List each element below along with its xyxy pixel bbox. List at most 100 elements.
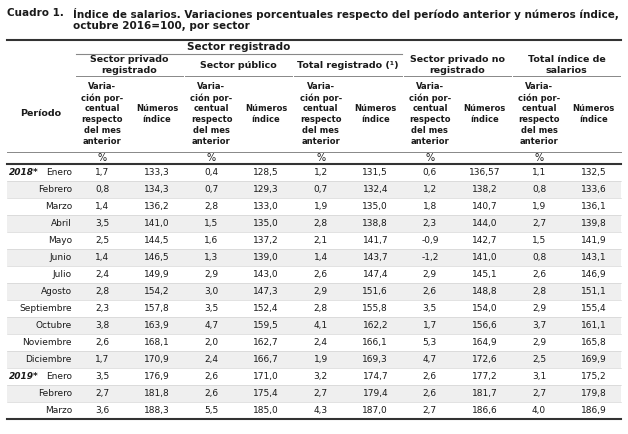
- Text: 1,7: 1,7: [423, 321, 437, 330]
- Text: %: %: [425, 153, 435, 163]
- Bar: [7, 385, 621, 402]
- Text: 141,7: 141,7: [362, 236, 388, 245]
- Text: 155,4: 155,4: [581, 304, 607, 313]
- Text: 0,7: 0,7: [313, 185, 328, 194]
- Text: 170,9: 170,9: [144, 355, 170, 364]
- Text: Números
índice: Números índice: [573, 104, 615, 124]
- Text: 0,6: 0,6: [423, 168, 437, 177]
- Text: 2,7: 2,7: [532, 219, 546, 228]
- Text: 162,2: 162,2: [362, 321, 388, 330]
- Text: 2,5: 2,5: [95, 236, 109, 245]
- Bar: [7, 232, 621, 249]
- Text: 2,7: 2,7: [313, 389, 328, 398]
- Text: 2,3: 2,3: [95, 304, 109, 313]
- Text: Varia-
ción por-
centual
respecto
del mes
anterior: Varia- ción por- centual respecto del me…: [409, 82, 451, 146]
- Text: Varia-
ción por-
centual
respecto
del mes
anterior: Varia- ción por- centual respecto del me…: [81, 82, 124, 146]
- Text: %: %: [316, 153, 325, 163]
- Bar: [7, 249, 621, 266]
- Text: 2,4: 2,4: [314, 338, 328, 347]
- Text: 2,0: 2,0: [205, 338, 219, 347]
- Text: Sector registrado: Sector registrado: [187, 42, 291, 52]
- Text: 5,5: 5,5: [204, 406, 219, 415]
- Text: 3,5: 3,5: [423, 304, 437, 313]
- Text: 1,5: 1,5: [532, 236, 546, 245]
- Text: 2,1: 2,1: [313, 236, 328, 245]
- Text: %: %: [98, 153, 107, 163]
- Text: 2,5: 2,5: [532, 355, 546, 364]
- Text: Octubre: Octubre: [36, 321, 72, 330]
- Text: 149,9: 149,9: [144, 270, 170, 279]
- Text: 2,4: 2,4: [205, 355, 219, 364]
- Text: 2,6: 2,6: [532, 270, 546, 279]
- Text: 2,9: 2,9: [313, 287, 328, 296]
- Text: 179,4: 179,4: [362, 389, 388, 398]
- Text: Febrero: Febrero: [38, 389, 72, 398]
- Text: 2,6: 2,6: [423, 389, 437, 398]
- Text: 148,8: 148,8: [472, 287, 497, 296]
- Text: 2,6: 2,6: [95, 338, 109, 347]
- Text: 132,5: 132,5: [581, 168, 607, 177]
- Text: 140,7: 140,7: [472, 202, 497, 211]
- Text: Enero: Enero: [46, 168, 72, 177]
- Text: Sector público: Sector público: [200, 60, 277, 69]
- Text: 3,7: 3,7: [532, 321, 546, 330]
- Text: -0,9: -0,9: [421, 236, 438, 245]
- Text: 161,1: 161,1: [581, 321, 607, 330]
- Text: 138,8: 138,8: [362, 219, 388, 228]
- Text: 147,4: 147,4: [362, 270, 388, 279]
- Text: 136,2: 136,2: [144, 202, 170, 211]
- Text: 154,2: 154,2: [144, 287, 170, 296]
- Text: 2,4: 2,4: [95, 270, 109, 279]
- Text: 165,8: 165,8: [581, 338, 607, 347]
- Text: 4,3: 4,3: [313, 406, 328, 415]
- Text: 2,6: 2,6: [423, 287, 437, 296]
- Text: 171,0: 171,0: [253, 372, 279, 381]
- Bar: [7, 351, 621, 368]
- Text: Agosto: Agosto: [41, 287, 72, 296]
- Text: 141,0: 141,0: [144, 219, 170, 228]
- Text: 3,8: 3,8: [95, 321, 109, 330]
- Text: 2,8: 2,8: [532, 287, 546, 296]
- Text: Abril: Abril: [51, 219, 72, 228]
- Text: 1,2: 1,2: [313, 168, 328, 177]
- Text: 4,7: 4,7: [205, 321, 219, 330]
- Text: 141,9: 141,9: [581, 236, 607, 245]
- Text: 2,6: 2,6: [205, 372, 219, 381]
- Text: 1,4: 1,4: [313, 253, 328, 262]
- Text: 1,6: 1,6: [204, 236, 219, 245]
- Text: 2018*: 2018*: [9, 168, 39, 177]
- Text: 175,2: 175,2: [581, 372, 607, 381]
- Text: 142,7: 142,7: [472, 236, 497, 245]
- Text: 147,3: 147,3: [253, 287, 279, 296]
- Text: 1,4: 1,4: [95, 253, 109, 262]
- Text: Julio: Julio: [53, 270, 72, 279]
- Text: 2,8: 2,8: [313, 304, 328, 313]
- Bar: [7, 215, 621, 232]
- Text: Total registrado (¹): Total registrado (¹): [297, 60, 399, 69]
- Text: 169,9: 169,9: [581, 355, 607, 364]
- Text: 186,9: 186,9: [581, 406, 607, 415]
- Text: 128,5: 128,5: [253, 168, 279, 177]
- Text: 1,5: 1,5: [204, 219, 219, 228]
- Text: 2,7: 2,7: [95, 389, 109, 398]
- Text: Noviembre: Noviembre: [23, 338, 72, 347]
- Text: 129,3: 129,3: [253, 185, 279, 194]
- Bar: [7, 164, 621, 181]
- Text: 1,1: 1,1: [532, 168, 546, 177]
- Text: Junio: Junio: [50, 253, 72, 262]
- Text: 177,2: 177,2: [472, 372, 497, 381]
- Text: 1,3: 1,3: [204, 253, 219, 262]
- Text: %: %: [534, 153, 544, 163]
- Bar: [7, 283, 621, 300]
- Text: 174,7: 174,7: [362, 372, 388, 381]
- Text: 2,6: 2,6: [423, 372, 437, 381]
- Text: Cuadro 1.: Cuadro 1.: [7, 8, 64, 18]
- Text: Septiembre: Septiembre: [19, 304, 72, 313]
- Text: 1,7: 1,7: [95, 355, 109, 364]
- Text: 1,4: 1,4: [95, 202, 109, 211]
- Text: 155,8: 155,8: [362, 304, 388, 313]
- Text: 188,3: 188,3: [144, 406, 170, 415]
- Text: 3,5: 3,5: [95, 372, 109, 381]
- Bar: [7, 334, 621, 351]
- Text: %: %: [207, 153, 216, 163]
